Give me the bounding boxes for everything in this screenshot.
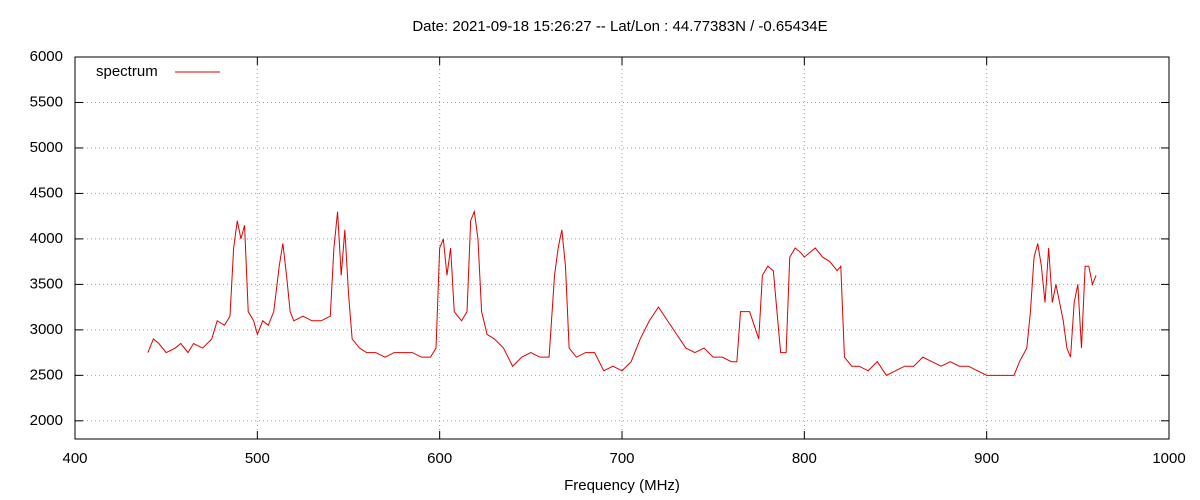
y-tick-label: 3000 bbox=[30, 321, 63, 338]
chart-title: Date: 2021-09-18 15:26:27 -- Lat/Lon : 4… bbox=[412, 18, 827, 35]
x-axis-label: Frequency (MHz) bbox=[564, 477, 680, 494]
y-tick-label: 4000 bbox=[30, 230, 63, 247]
x-tick-label: 900 bbox=[974, 450, 999, 467]
plot-frame bbox=[74, 56, 1170, 440]
y-tick-label: 3500 bbox=[30, 275, 63, 292]
y-tick-label: 5500 bbox=[30, 93, 63, 110]
y-tick-label: 2000 bbox=[30, 412, 63, 429]
x-tick-label: 400 bbox=[62, 450, 87, 467]
x-tick-label: 800 bbox=[792, 450, 817, 467]
y-tick-label: 5000 bbox=[30, 139, 63, 156]
x-tick-label: 500 bbox=[245, 450, 270, 467]
series-line bbox=[147, 209, 1097, 376]
legend-label: spectrum bbox=[96, 63, 158, 80]
x-tick-label: 600 bbox=[427, 450, 452, 467]
y-tick-label: 6000 bbox=[30, 48, 63, 65]
x-tick-label: 1000 bbox=[1152, 450, 1185, 467]
x-tick-label: 700 bbox=[609, 450, 634, 467]
y-tick-label: 2500 bbox=[30, 366, 63, 383]
y-tick-label: 4500 bbox=[30, 184, 63, 201]
